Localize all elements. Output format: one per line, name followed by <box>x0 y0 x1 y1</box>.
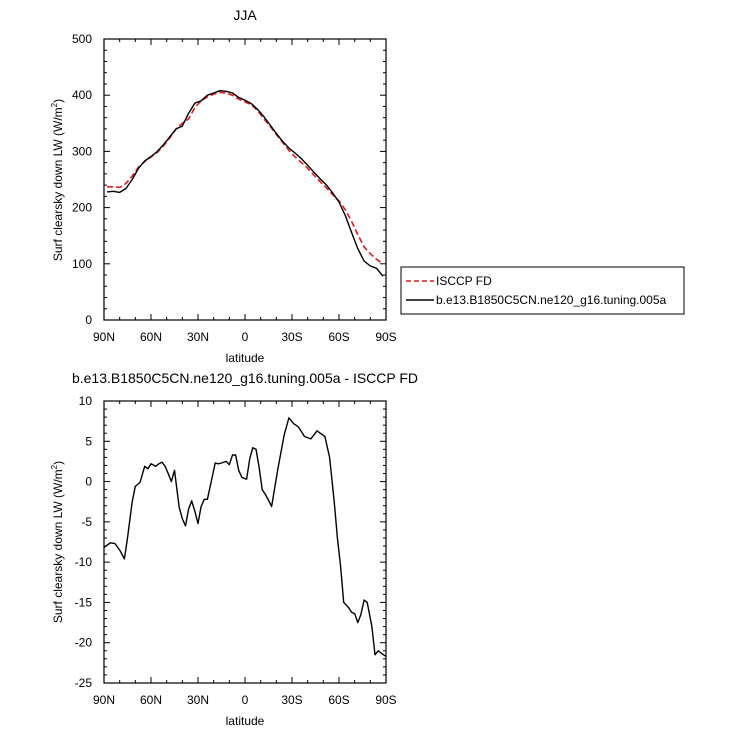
x-axis-title: latitude <box>226 351 265 365</box>
y-tick-label-difference: 0 <box>85 475 92 489</box>
x-tick-label-difference: 90S <box>375 693 396 707</box>
series-line-model <box>107 89 384 277</box>
legend: ISCCP FD b.e13.B1850C5CN.ne120_g16.tunin… <box>400 266 685 315</box>
x-tick-label: 0 <box>242 330 249 344</box>
x-tick-label: 30S <box>281 330 302 344</box>
x-tick-label-difference: 60S <box>328 693 349 707</box>
y-tick-label: 400 <box>72 88 92 102</box>
x-tick-label: 30N <box>187 330 209 344</box>
series-line-isccp <box>107 91 384 265</box>
legend-box <box>400 266 685 315</box>
y-tick-label-difference: -20 <box>75 636 93 650</box>
series-line-model-difference <box>103 417 387 657</box>
y-tick-label-difference: -15 <box>75 595 93 609</box>
chart-panel-climatology: JJA 90N 60N 30N 0 30S 60S 90S 0 100 200 300 400 500… <box>50 7 685 365</box>
y-axis-title-superscript: 2 <box>50 102 59 107</box>
x-tick-label: 60S <box>328 330 349 344</box>
x-tick-label-difference: 30N <box>187 693 209 707</box>
y-tick-label-difference: 10 <box>79 394 93 408</box>
chart-title: JJA <box>233 7 257 23</box>
chart-title-difference: b.e13.B1850C5CN.ne120_g16.tuning.005a - … <box>72 370 418 386</box>
y-tick-label: 100 <box>72 257 92 271</box>
x-axis-title-difference: latitude <box>226 714 265 728</box>
y-tick-label-difference: -10 <box>75 555 93 569</box>
y-tick-label: 200 <box>72 201 92 215</box>
y-tick-label: 300 <box>72 144 92 158</box>
series-group <box>107 89 384 277</box>
x-tick-label-difference: 0 <box>242 693 249 707</box>
y-axis-difference: 10 5 0 -5 -10 -15 -20 -25 <box>75 394 386 690</box>
legend-label-isccp: ISCCP FD <box>436 274 492 288</box>
y-axis-title-close: ) <box>51 99 65 103</box>
plot-frame <box>103 38 387 321</box>
y-tick-label-difference: 5 <box>85 434 92 448</box>
plot-frame-difference <box>103 400 387 684</box>
y-tick-label-difference: -5 <box>81 515 92 529</box>
x-tick-label-difference: 60N <box>140 693 162 707</box>
y-axis: 0 100 200 300 400 500 <box>72 32 386 327</box>
y-axis-title-close-difference: ) <box>51 461 65 465</box>
y-tick-label: 500 <box>72 32 92 46</box>
x-tick-label: 90N <box>93 330 115 344</box>
y-tick-label-difference: -25 <box>75 676 93 690</box>
x-tick-label-difference: 90N <box>93 693 115 707</box>
y-axis-title-text-difference: Surf clearsky down LW (W/m <box>51 469 65 623</box>
y-axis-title-text: Surf clearsky down LW (W/m <box>51 107 65 261</box>
x-tick-label-difference: 30S <box>281 693 302 707</box>
x-tick-label: 90S <box>375 330 396 344</box>
y-tick-label: 0 <box>85 313 92 327</box>
series-group-difference <box>103 417 387 657</box>
y-axis-title-superscript-difference: 2 <box>50 464 59 469</box>
x-axis-difference: 90N 60N 30N 0 30S 60S 90S <box>93 401 397 707</box>
legend-label-model: b.e13.B1850C5CN.ne120_g16.tuning.005a <box>436 293 667 307</box>
x-tick-label: 60N <box>140 330 162 344</box>
x-axis: 90N 60N 30N 0 30S 60S 90S <box>93 39 397 344</box>
chart-panel-difference: b.e13.B1850C5CN.ne120_g16.tuning.005a - … <box>50 370 418 728</box>
y-axis-title-difference: Surf clearsky down LW (W/m2) <box>50 461 65 623</box>
y-axis-title: Surf clearsky down LW (W/m2) <box>50 99 65 261</box>
